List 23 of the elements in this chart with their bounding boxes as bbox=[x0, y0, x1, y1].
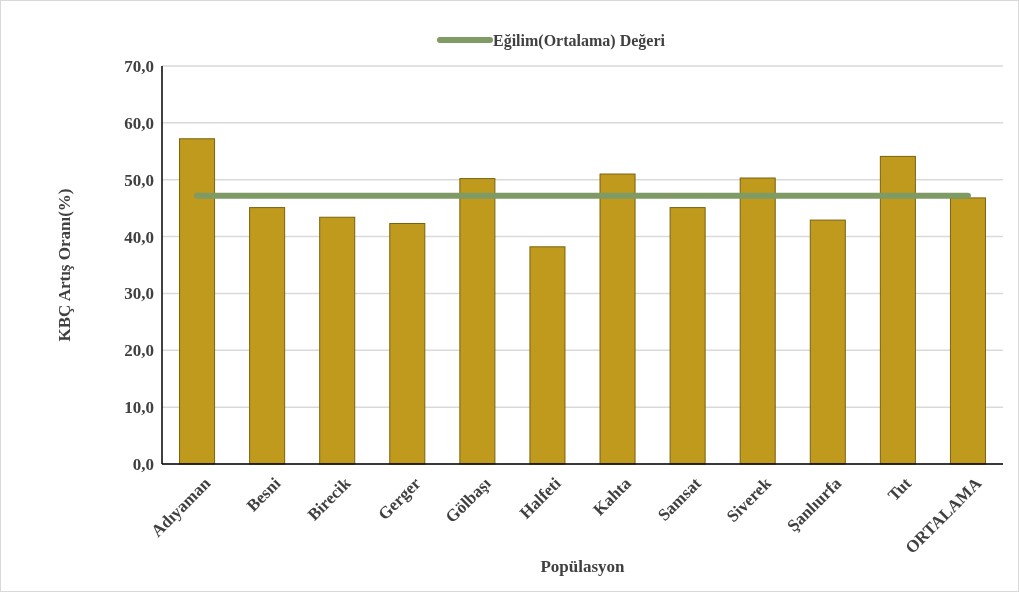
legend-label: Eğilim(Ortalama) Değeri bbox=[493, 31, 666, 50]
bar bbox=[879, 155, 916, 465]
bar bbox=[389, 222, 426, 465]
y-tick-label: 20,0 bbox=[124, 341, 154, 361]
bar bbox=[809, 219, 846, 465]
bar bbox=[179, 138, 216, 465]
bar bbox=[669, 207, 706, 465]
bar bbox=[599, 173, 636, 465]
bar bbox=[739, 177, 776, 465]
bar bbox=[319, 216, 356, 465]
y-tick-label: 50,0 bbox=[124, 170, 154, 190]
bar bbox=[459, 178, 496, 465]
y-tick-label: 0,0 bbox=[132, 454, 154, 474]
y-axis-title: KBÇ Artış Oranı(%) bbox=[55, 188, 74, 342]
y-tick-label: 40,0 bbox=[124, 227, 154, 247]
y-tick-label: 10,0 bbox=[124, 398, 154, 418]
y-tick-label: 60,0 bbox=[124, 113, 154, 133]
bar bbox=[949, 197, 986, 465]
bar bbox=[529, 246, 566, 465]
x-axis-title: Popülasyon bbox=[540, 557, 626, 576]
y-tick-label: 30,0 bbox=[124, 284, 154, 304]
bar bbox=[249, 207, 286, 465]
y-tick-label: 70,0 bbox=[124, 56, 154, 76]
